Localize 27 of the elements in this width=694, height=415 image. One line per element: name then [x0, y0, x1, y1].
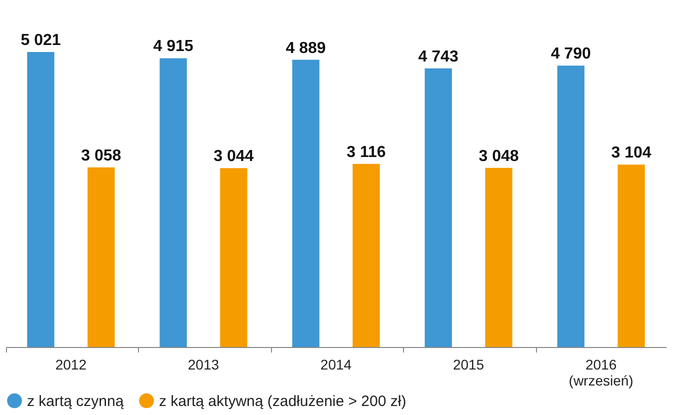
- bar: [160, 58, 187, 347]
- bar: [88, 167, 115, 347]
- data-label: 4 915: [153, 38, 194, 56]
- data-label: 3 044: [214, 148, 254, 166]
- x-tick-label: 2016 (wrzesień): [568, 356, 634, 388]
- data-label: 3 048: [478, 148, 519, 165]
- data-label: 3 058: [81, 147, 122, 164]
- bar: [557, 66, 584, 347]
- legend-label: z kartą aktywną (zadłużenie > 200 zł): [159, 392, 406, 410]
- bar: [485, 168, 512, 347]
- bar: [424, 68, 452, 347]
- data-label: 3 116: [346, 144, 386, 161]
- bar: [27, 52, 54, 347]
- data-label: 4 743: [418, 48, 458, 66]
- bar: [352, 164, 380, 347]
- x-tick-label: 2013: [188, 356, 220, 372]
- legend-label: z kartą czynną: [27, 392, 124, 410]
- data-label: 4 790: [550, 46, 591, 63]
- x-tick-label: 2012: [55, 356, 87, 372]
- bar: [618, 164, 645, 347]
- bar: [292, 60, 320, 347]
- data-label: 4 889: [286, 40, 326, 57]
- x-tick-label: 2015: [452, 356, 484, 372]
- bar: [220, 168, 248, 347]
- data-label: 5 021: [20, 32, 61, 49]
- x-tick-label: 2014: [320, 356, 352, 372]
- data-label: 3 104: [611, 144, 652, 162]
